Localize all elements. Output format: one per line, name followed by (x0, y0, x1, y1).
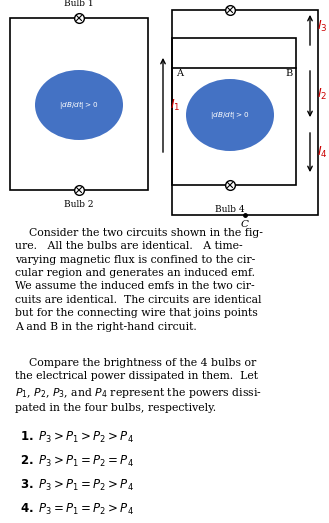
Text: A: A (176, 69, 183, 78)
Text: B: B (286, 69, 293, 78)
Text: $I_3$: $I_3$ (317, 18, 328, 33)
Ellipse shape (186, 79, 274, 151)
Text: $I_1$: $I_1$ (170, 97, 180, 112)
Text: $\mathbf{1.}$ $P_3 > P_1 > P_2 > P_4$: $\mathbf{1.}$ $P_3 > P_1 > P_2 > P_4$ (20, 430, 134, 445)
Text: $\mathbf{2.}$ $P_3 > P_1 = P_2 = P_4$: $\mathbf{2.}$ $P_3 > P_1 = P_2 = P_4$ (20, 454, 134, 469)
Text: Consider the two circuits shown in the fig-
ure.   All the bulbs are identical. : Consider the two circuits shown in the f… (15, 228, 263, 332)
Text: $|dB/dt| > 0$: $|dB/dt| > 0$ (210, 109, 250, 121)
Text: $\mathbf{3.}$ $P_3 > P_1 = P_2 > P_4$: $\mathbf{3.}$ $P_3 > P_1 = P_2 > P_4$ (20, 478, 134, 493)
Text: Bulb 4: Bulb 4 (215, 205, 245, 214)
Text: Bulb 2: Bulb 2 (64, 200, 94, 209)
Text: Bulb 1: Bulb 1 (64, 0, 94, 8)
Text: $|dB/dt| > 0$: $|dB/dt| > 0$ (59, 99, 99, 111)
Text: $\mathbf{4.}$ $P_3 = P_1 = P_2 > P_4$: $\mathbf{4.}$ $P_3 = P_1 = P_2 > P_4$ (20, 502, 134, 517)
Bar (172, 38, 296, 185)
Bar (172, 10, 318, 215)
Bar (10, 18, 148, 190)
Text: $I_4$: $I_4$ (317, 145, 328, 160)
Ellipse shape (35, 70, 123, 140)
Text: C: C (241, 220, 249, 229)
Text: Compare the brightness of the 4 bulbs or
the electrical power dissipated in them: Compare the brightness of the 4 bulbs or… (15, 358, 262, 413)
Text: $I_2$: $I_2$ (317, 86, 327, 101)
